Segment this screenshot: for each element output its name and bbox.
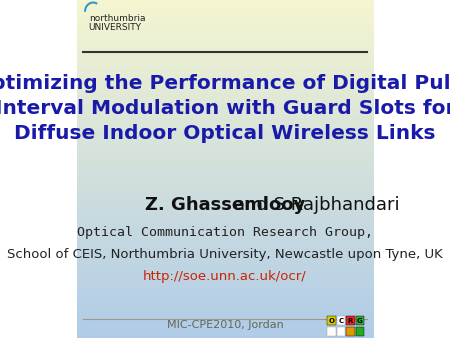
Text: MIC-CPE2010, Jordan: MIC-CPE2010, Jordan — [166, 319, 284, 330]
Text: Optimizing the Performance of Digital Pulse
Interval Modulation with Guard Slots: Optimizing the Performance of Digital Pu… — [0, 74, 450, 143]
Bar — [346, 327, 355, 336]
Bar — [327, 327, 336, 336]
Text: School of CEIS, Northumbria University, Newcastle upon Tyne, UK: School of CEIS, Northumbria University, … — [7, 248, 443, 261]
Text: Optical Communication Research Group,: Optical Communication Research Group, — [77, 226, 373, 239]
Text: G: G — [357, 318, 363, 324]
Bar — [356, 316, 364, 325]
Text: R: R — [348, 318, 353, 324]
Bar — [356, 327, 364, 336]
Text: C: C — [338, 318, 343, 324]
Text: Z. Ghassemlooy: Z. Ghassemlooy — [145, 196, 305, 214]
Text: northumbria
UNIVERSITY: northumbria UNIVERSITY — [89, 14, 145, 32]
Bar — [327, 316, 336, 325]
Bar — [346, 316, 355, 325]
Bar — [337, 327, 345, 336]
Bar — [337, 316, 345, 325]
Text: and S Rajbhandari: and S Rajbhandari — [50, 196, 400, 214]
Text: O: O — [328, 318, 334, 324]
Text: http://soe.unn.ac.uk/ocr/: http://soe.unn.ac.uk/ocr/ — [143, 270, 307, 283]
